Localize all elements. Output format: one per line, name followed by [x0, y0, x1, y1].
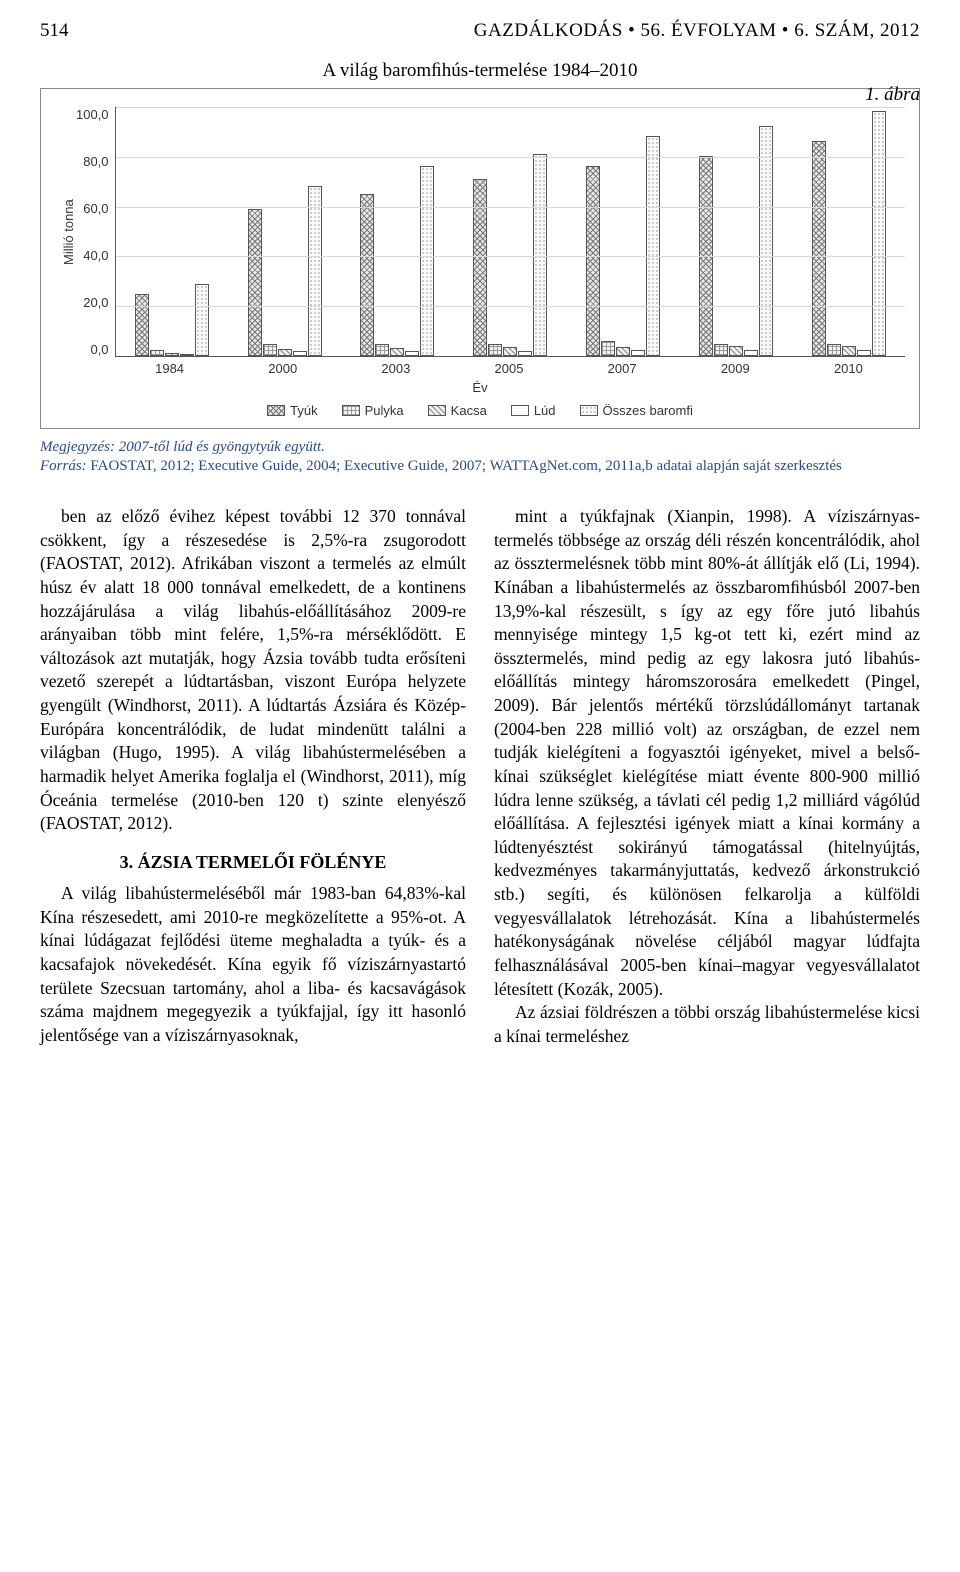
- body-p2: A világ libahústermeléséből már 1983-ban…: [40, 882, 466, 1047]
- source-label: Forrás:: [40, 458, 90, 474]
- x-tick: 1984: [155, 361, 184, 376]
- bar: [759, 126, 773, 356]
- bar: [616, 347, 630, 356]
- x-tick: 2010: [834, 361, 863, 376]
- x-tick: 2009: [721, 361, 750, 376]
- y-tick: 0,0: [76, 342, 109, 357]
- bar: [165, 353, 179, 356]
- body-p4: Az ázsiai földrészen a többi ország liba…: [494, 1001, 920, 1048]
- y-tick: 80,0: [76, 154, 109, 169]
- y-axis-label: Millió tonna: [55, 107, 76, 357]
- bar-group: [135, 284, 209, 357]
- bars-row: [116, 107, 905, 356]
- x-tick: 2005: [495, 361, 524, 376]
- grid-line: [116, 306, 905, 307]
- grid-line: [116, 256, 905, 257]
- bar: [857, 350, 871, 357]
- x-tick: 2003: [381, 361, 410, 376]
- legend-swatch: [342, 405, 360, 416]
- figure-note: Megjegyzés: 2007-től lúd és gyöngytyúk e…: [40, 439, 920, 456]
- bar: [729, 346, 743, 356]
- legend-swatch: [267, 405, 285, 416]
- legend-label: Kacsa: [451, 403, 487, 418]
- body-text: ben az előző évihez képest további 12 37…: [40, 505, 920, 1048]
- y-axis-ticks: 100,0 80,0 60,0 40,0 20,0 0,0: [76, 107, 115, 357]
- bar: [586, 166, 600, 356]
- legend-label: Tyúk: [290, 403, 317, 418]
- journal-ref: GAZDÁLKODÁS • 56. ÉVFOLYAM • 6. SZÁM, 20…: [474, 20, 920, 42]
- bar-group: [248, 186, 322, 356]
- legend-item: Kacsa: [428, 403, 487, 418]
- body-p3: mint a tyúkfajnak (Xianpin, 1998). A víz…: [494, 505, 920, 1001]
- bar: [180, 354, 194, 356]
- section-heading: 3. ÁZSIA TERMELŐI FÖLÉNYE: [40, 850, 466, 874]
- bar: [601, 341, 615, 356]
- legend-item: Tyúk: [267, 403, 317, 418]
- figure-title: A világ baromﬁhús-termelése 1984–2010: [40, 60, 920, 82]
- y-tick: 20,0: [76, 295, 109, 310]
- bar: [631, 350, 645, 356]
- bar: [293, 351, 307, 356]
- grid-line: [116, 107, 905, 108]
- page-number: 514: [40, 20, 69, 42]
- bar: [872, 111, 886, 356]
- bar: [420, 166, 434, 356]
- y-tick: 60,0: [76, 201, 109, 216]
- bar: [714, 344, 728, 357]
- bar-group: [586, 136, 660, 356]
- legend-label: Lúd: [534, 403, 556, 418]
- bar: [646, 136, 660, 356]
- chart-plot: [115, 107, 905, 357]
- bar-group: [473, 154, 547, 357]
- x-axis-ticks: 1984 2000 2003 2005 2007 2009 2010: [113, 361, 905, 376]
- legend-item: Pulyka: [342, 403, 404, 418]
- bar: [150, 350, 164, 356]
- bar: [195, 284, 209, 357]
- figure-label: 1. ábra: [865, 84, 920, 106]
- figure-source: Forrás: FAOSTAT, 2012; Executive Guide, …: [40, 458, 920, 475]
- bar: [263, 344, 277, 357]
- bar: [135, 294, 149, 357]
- source-text: FAOSTAT, 2012; Executive Guide, 2004; Ex…: [90, 458, 841, 474]
- bar: [503, 347, 517, 356]
- legend-item: Összes baromﬁ: [580, 403, 693, 418]
- bar: [518, 351, 532, 357]
- chart-area: Millió tonna 100,0 80,0 60,0 40,0 20,0 0,0: [55, 107, 905, 357]
- legend-swatch: [428, 405, 446, 416]
- legend-label: Pulyka: [365, 403, 404, 418]
- chart-container: Millió tonna 100,0 80,0 60,0 40,0 20,0 0,0 19…: [40, 88, 920, 429]
- bar: [812, 141, 826, 356]
- x-tick: 2000: [268, 361, 297, 376]
- x-axis-label: Év: [55, 380, 905, 395]
- bar: [405, 351, 419, 356]
- bar: [360, 194, 374, 357]
- legend-swatch: [580, 405, 598, 416]
- chart-legend: Tyúk Pulyka Kacsa Lúd Összes baromﬁ: [55, 403, 905, 418]
- bar: [842, 346, 856, 356]
- bar-group: [812, 111, 886, 356]
- bar: [375, 344, 389, 357]
- bar: [488, 344, 502, 357]
- bar: [533, 154, 547, 357]
- grid-line: [116, 157, 905, 158]
- y-tick: 100,0: [76, 107, 109, 122]
- page-header: 514 GAZDÁLKODÁS • 56. ÉVFOLYAM • 6. SZÁM…: [40, 20, 920, 42]
- body-p1: ben az előző évihez képest további 12 37…: [40, 505, 466, 836]
- bar: [248, 209, 262, 357]
- y-tick: 40,0: [76, 248, 109, 263]
- legend-label: Összes baromﬁ: [603, 403, 693, 418]
- bar-group: [360, 166, 434, 356]
- figure-title-row: A világ baromﬁhús-termelése 1984–2010 1.…: [40, 60, 920, 82]
- x-tick: 2007: [608, 361, 637, 376]
- bar: [744, 350, 758, 356]
- bar: [308, 186, 322, 356]
- grid-line: [116, 207, 905, 208]
- legend-swatch: [511, 405, 529, 416]
- bar: [473, 179, 487, 357]
- bar: [390, 348, 404, 356]
- bar: [827, 344, 841, 357]
- bar: [278, 349, 292, 357]
- bar-group: [699, 126, 773, 356]
- legend-item: Lúd: [511, 403, 556, 418]
